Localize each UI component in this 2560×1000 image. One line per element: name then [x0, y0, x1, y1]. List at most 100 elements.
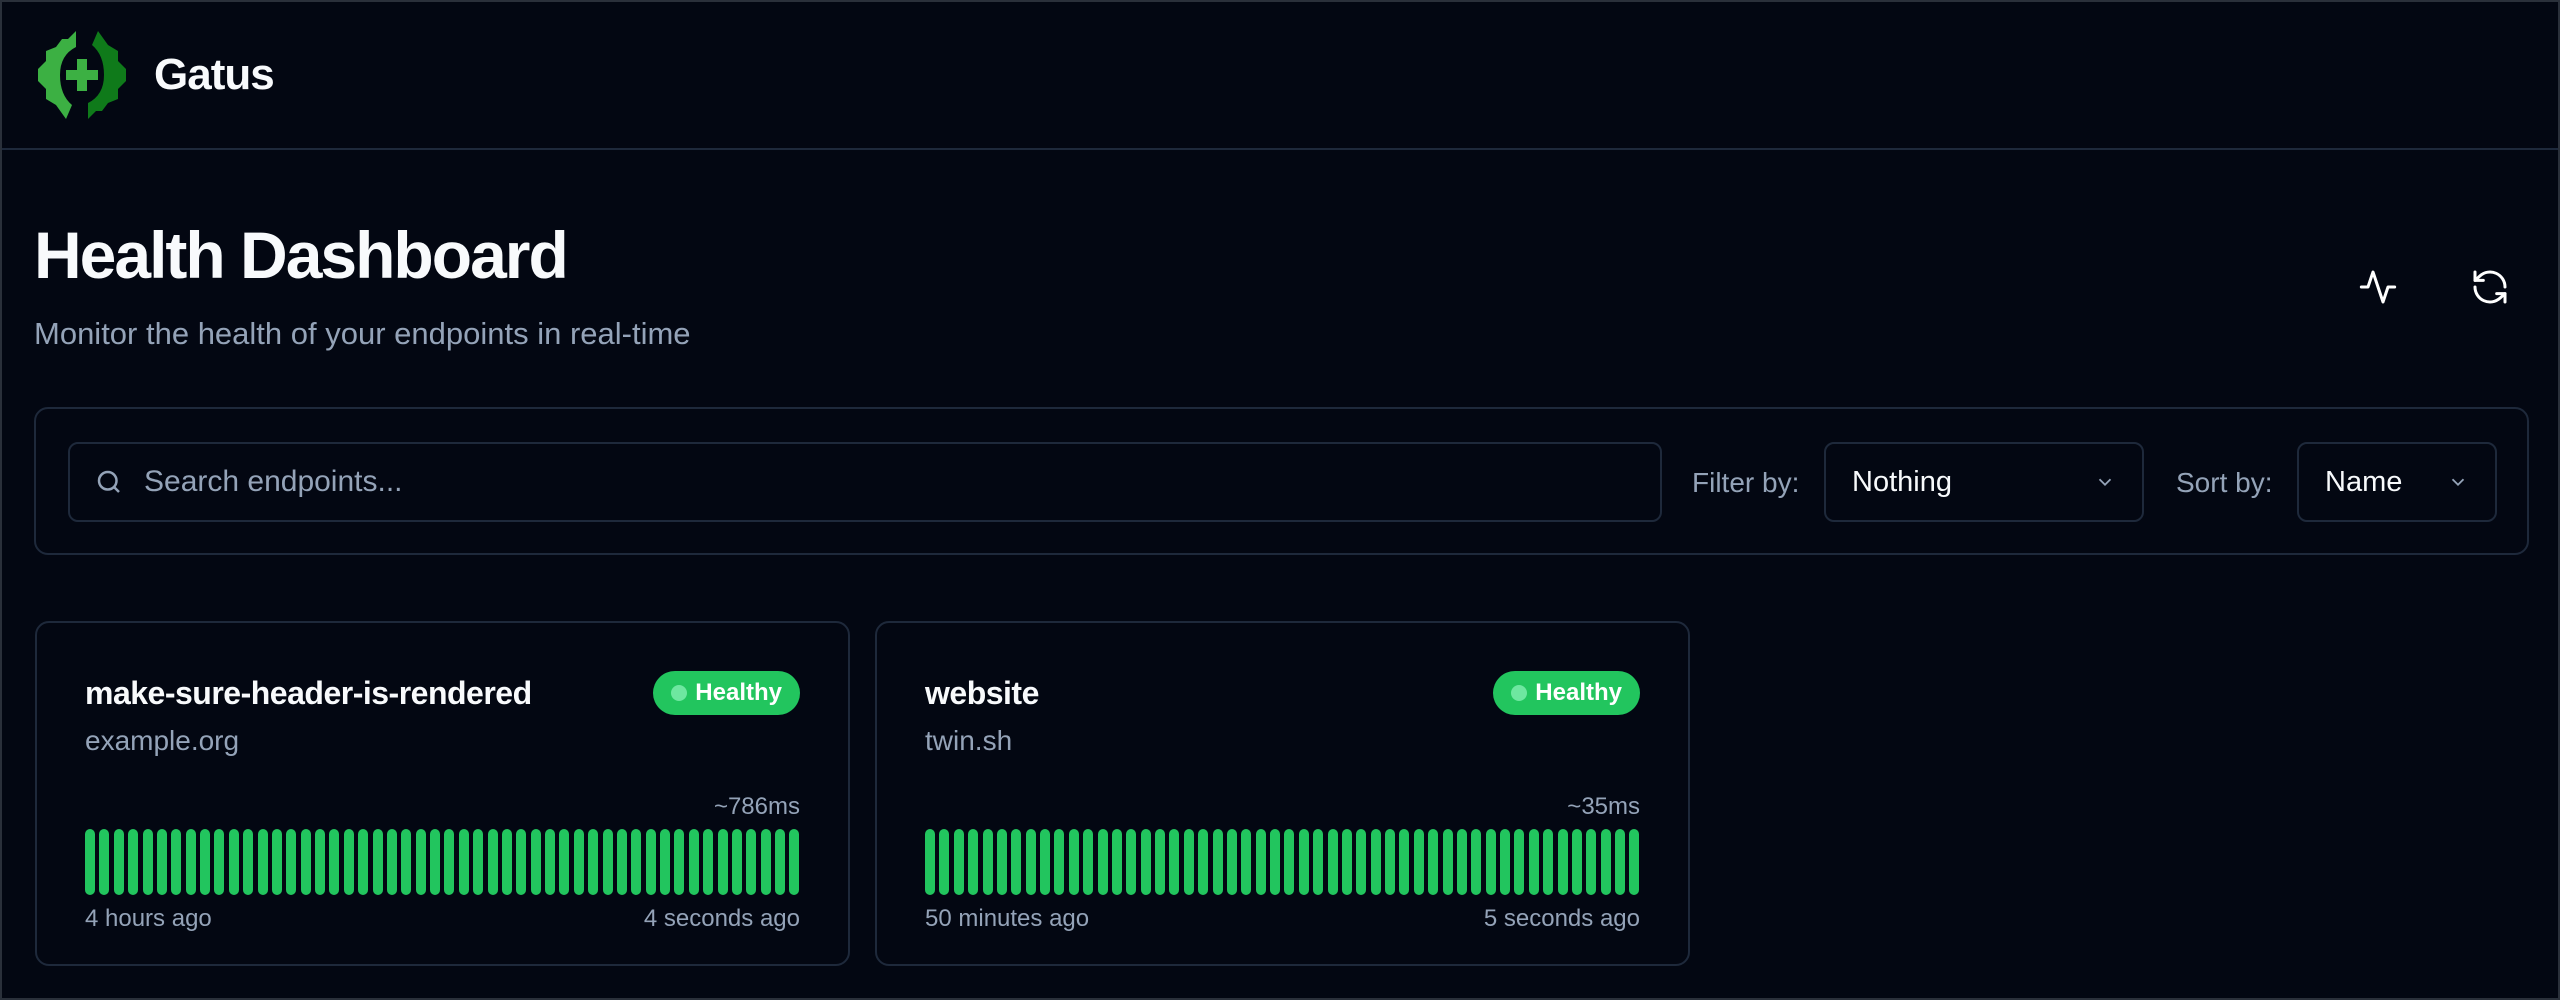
result-bar-success[interactable]: [358, 829, 369, 895]
result-bar-success[interactable]: [257, 829, 268, 895]
result-bar-success[interactable]: [573, 829, 584, 895]
activity-button[interactable]: [2348, 257, 2408, 317]
result-bar-success[interactable]: [731, 829, 742, 895]
result-bar-success[interactable]: [1571, 829, 1582, 895]
search-input[interactable]: [144, 465, 1544, 499]
result-bar-success[interactable]: [1629, 829, 1640, 895]
result-bar-success[interactable]: [1040, 829, 1050, 895]
result-bar-success[interactable]: [171, 829, 182, 895]
result-bar-success[interactable]: [602, 829, 613, 895]
gatus-logo-icon[interactable]: [32, 25, 132, 125]
result-bar-success[interactable]: [982, 829, 993, 895]
result-bar-success[interactable]: [1298, 829, 1309, 895]
result-bar-success[interactable]: [996, 829, 1007, 895]
result-bar-success[interactable]: [156, 829, 167, 895]
result-bar-success[interactable]: [372, 829, 383, 895]
result-bar-success[interactable]: [1284, 829, 1295, 895]
result-bar-success[interactable]: [300, 829, 311, 895]
result-bar-success[interactable]: [1356, 829, 1367, 895]
result-bar-success[interactable]: [430, 829, 440, 895]
result-bar-success[interactable]: [1054, 829, 1065, 895]
result-bar-success[interactable]: [1313, 829, 1324, 895]
result-bar-success[interactable]: [746, 829, 757, 895]
result-bar-success[interactable]: [85, 829, 95, 895]
result-bar-success[interactable]: [228, 829, 239, 895]
result-bar-success[interactable]: [545, 829, 555, 895]
refresh-button[interactable]: [2460, 257, 2520, 317]
result-bar-success[interactable]: [1485, 829, 1496, 895]
result-bar-success[interactable]: [1500, 829, 1510, 895]
result-bar-success[interactable]: [1370, 829, 1381, 895]
result-bar-success[interactable]: [660, 829, 670, 895]
result-bar-success[interactable]: [1226, 829, 1237, 895]
result-bar-success[interactable]: [401, 829, 412, 895]
result-bar-success[interactable]: [1140, 829, 1151, 895]
result-bar-success[interactable]: [501, 829, 512, 895]
result-bar-success[interactable]: [1600, 829, 1611, 895]
result-bar-success[interactable]: [1169, 829, 1180, 895]
result-bar-success[interactable]: [1327, 829, 1338, 895]
result-bar-success[interactable]: [530, 829, 541, 895]
result-bar-success[interactable]: [113, 829, 124, 895]
result-bar-success[interactable]: [1025, 829, 1036, 895]
result-bar-success[interactable]: [487, 829, 498, 895]
result-bar-success[interactable]: [1557, 829, 1568, 895]
result-bar-success[interactable]: [968, 829, 979, 895]
result-bar-success[interactable]: [473, 829, 484, 895]
result-bar-success[interactable]: [1198, 829, 1209, 895]
result-bar-success[interactable]: [674, 829, 685, 895]
result-bar-success[interactable]: [925, 829, 935, 895]
result-bar-success[interactable]: [588, 829, 599, 895]
result-bar-success[interactable]: [939, 829, 950, 895]
result-bar-success[interactable]: [1255, 829, 1266, 895]
sort-select[interactable]: Name: [2297, 442, 2497, 522]
endpoint-card[interactable]: make-sure-header-is-rendered example.org…: [35, 621, 850, 966]
result-bar-success[interactable]: [775, 829, 785, 895]
result-bar-success[interactable]: [99, 829, 110, 895]
result-bar-success[interactable]: [1068, 829, 1079, 895]
result-bar-success[interactable]: [415, 829, 426, 895]
result-bar-success[interactable]: [645, 829, 656, 895]
result-bar-success[interactable]: [1126, 829, 1137, 895]
result-bar-success[interactable]: [1083, 829, 1094, 895]
result-bar-success[interactable]: [1399, 829, 1410, 895]
result-bar-success[interactable]: [1241, 829, 1252, 895]
result-bar-success[interactable]: [1155, 829, 1165, 895]
result-bar-success[interactable]: [343, 829, 354, 895]
result-bar-success[interactable]: [1212, 829, 1223, 895]
result-bar-success[interactable]: [717, 829, 728, 895]
result-bar-success[interactable]: [386, 829, 397, 895]
result-bar-success[interactable]: [1011, 829, 1022, 895]
result-bar-success[interactable]: [128, 829, 139, 895]
result-bar-success[interactable]: [1413, 829, 1424, 895]
result-bar-success[interactable]: [315, 829, 325, 895]
result-bar-success[interactable]: [1341, 829, 1352, 895]
result-bar-success[interactable]: [516, 829, 527, 895]
result-bar-success[interactable]: [271, 829, 282, 895]
result-bar-success[interactable]: [1270, 829, 1280, 895]
result-bar-success[interactable]: [1111, 829, 1122, 895]
result-bar-success[interactable]: [1428, 829, 1439, 895]
result-bar-success[interactable]: [1586, 829, 1597, 895]
search-box[interactable]: [68, 442, 1662, 522]
result-bar-success[interactable]: [1543, 829, 1554, 895]
result-bar-success[interactable]: [200, 829, 210, 895]
result-bar-success[interactable]: [616, 829, 627, 895]
result-bar-success[interactable]: [243, 829, 254, 895]
result-bar-success[interactable]: [286, 829, 297, 895]
endpoint-name[interactable]: make-sure-header-is-rendered: [85, 675, 532, 711]
endpoint-name[interactable]: website: [925, 675, 1039, 711]
result-bar-success[interactable]: [458, 829, 469, 895]
result-bar-success[interactable]: [1385, 829, 1395, 895]
result-bar-success[interactable]: [1615, 829, 1625, 895]
result-bar-success[interactable]: [760, 829, 771, 895]
result-bar-success[interactable]: [1528, 829, 1539, 895]
result-bar-success[interactable]: [1514, 829, 1525, 895]
result-bar-success[interactable]: [1442, 829, 1453, 895]
result-bar-success[interactable]: [559, 829, 570, 895]
result-bar-success[interactable]: [953, 829, 964, 895]
result-bar-success[interactable]: [214, 829, 225, 895]
result-bar-success[interactable]: [789, 829, 800, 895]
endpoint-card[interactable]: website twin.sh Healthy ~35ms 50 minutes…: [875, 621, 1690, 966]
result-bar-success[interactable]: [703, 829, 714, 895]
